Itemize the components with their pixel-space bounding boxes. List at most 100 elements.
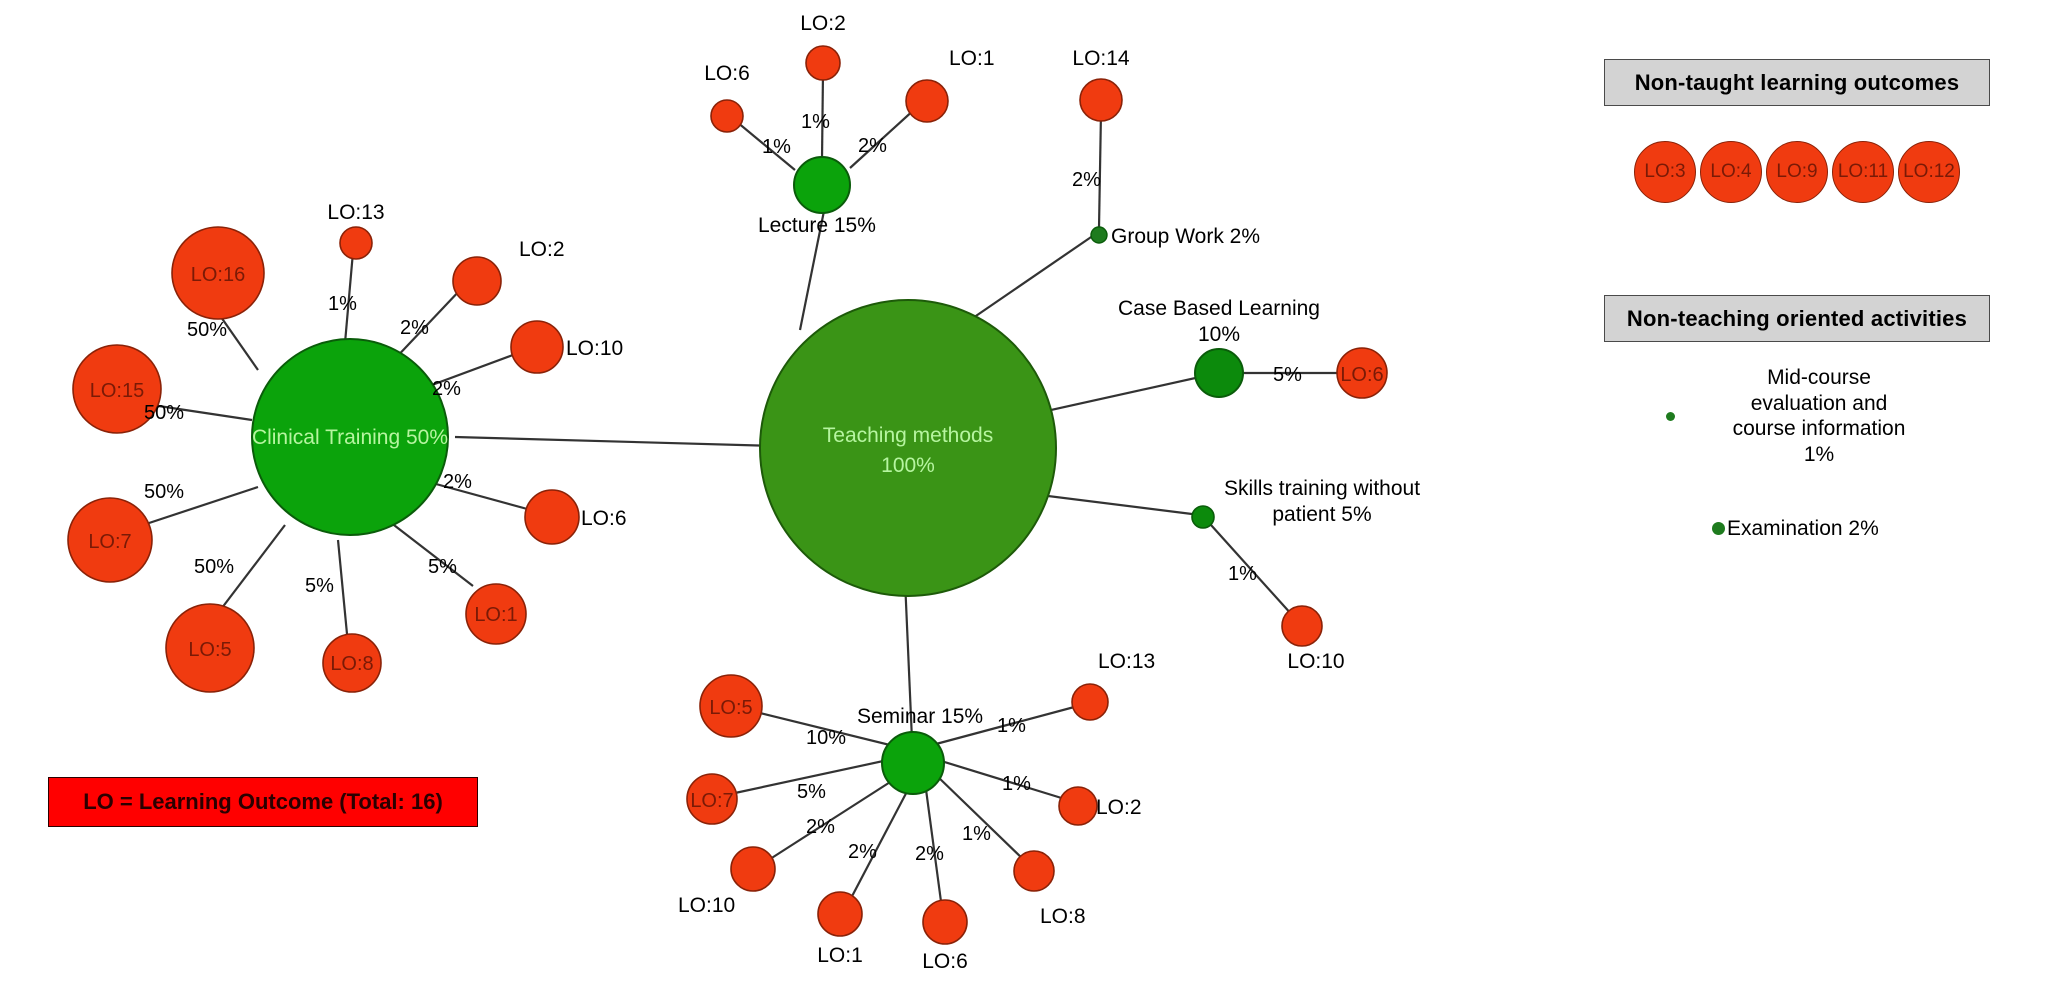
- edge-center-lecture: [798, 205, 827, 331]
- lo-node-seminar-lo8[interactable]: [1013, 850, 1055, 892]
- edge-skills-lo10: [1210, 524, 1294, 617]
- case-based-learning-label-line2: 10%: [1198, 323, 1240, 346]
- lo-node-clinical-lo6[interactable]: [524, 489, 580, 545]
- activity-mid-course-evaluation-label: Mid-course evaluation and course informa…: [1679, 365, 1959, 467]
- lo-node-clinical-lo2[interactable]: [452, 256, 502, 306]
- lo-text-clinical-lo16: LO:16: [191, 264, 245, 286]
- non-taught-bubble-lo4[interactable]: LO:4: [1700, 141, 1762, 203]
- lo-node-lecture-lo1[interactable]: [905, 79, 949, 123]
- pct-clinical-lo6: 2%: [443, 471, 472, 493]
- lo-node-skills-lo10[interactable]: [1281, 605, 1323, 647]
- non-taught-bubble-lo9-label: LO:9: [1776, 161, 1818, 182]
- pct-lecture-lo1: 2%: [858, 135, 887, 157]
- case-based-learning-label-line1: Case Based Learning: [1118, 297, 1320, 320]
- lo-node-group: [67, 45, 1388, 945]
- pct-seminar-lo8: 1%: [962, 823, 991, 845]
- lo-node-lecture-lo6[interactable]: [710, 99, 744, 133]
- lo-outer-label-group: LO:13 LO:2 LO:10 LO:6 LO:6 LO:2 LO:1 LO:…: [327, 12, 1344, 973]
- pct-clinical-lo1: 5%: [428, 556, 457, 578]
- node-case-based-learning[interactable]: [1194, 348, 1244, 398]
- lo-node-lecture-lo2[interactable]: [805, 45, 841, 81]
- lo-node-groupwork-lo14[interactable]: [1079, 78, 1123, 122]
- activity-mid-course-evaluation[interactable]: Mid-course evaluation and course informa…: [1666, 365, 1966, 467]
- edge-seminar-lo13: [935, 704, 1079, 746]
- lo-node-seminar-lo10[interactable]: [730, 846, 776, 892]
- non-taught-bubble-lo3[interactable]: LO:3: [1634, 141, 1696, 203]
- act-mid-line2: evaluation and: [1750, 391, 1888, 415]
- non-taught-bubble-lo11[interactable]: LO:11: [1832, 141, 1894, 203]
- pct-seminar-lo1: 2%: [848, 841, 877, 863]
- lo-node-seminar-lo7[interactable]: [686, 773, 738, 825]
- edge-clinical-lo15: [151, 403, 253, 422]
- activity-examination-label: Examination 2%: [1727, 517, 1879, 540]
- edge-group: [139, 71, 1341, 910]
- lo-label-clinical-lo6: LO:6: [581, 507, 627, 530]
- non-taught-bubble-lo4-label: LO:4: [1710, 161, 1752, 182]
- lo-inner-text-group: LO:16 LO:15 LO:7 LO:5 LO:8 LO:1 LO:6 LO:…: [88, 264, 1383, 812]
- node-clinical-training[interactable]: [251, 338, 449, 536]
- non-taught-bubble-lo11-label: LO:11: [1837, 161, 1889, 182]
- lo-text-clinical-lo5: LO:5: [188, 639, 231, 661]
- edge-clinical-lo2: [389, 287, 463, 365]
- activity-examination[interactable]: Examination 2%: [1712, 516, 1879, 542]
- pct-seminar-lo7: 5%: [797, 781, 826, 803]
- lo-node-seminar-lo1[interactable]: [817, 891, 863, 937]
- edge-seminar-lo6: [923, 781, 944, 910]
- node-seminar[interactable]: [881, 731, 945, 795]
- pct-cbl-lo6: 5%: [1273, 364, 1302, 386]
- edge-seminar-lo2: [937, 758, 1069, 802]
- lo-label-lecture-lo1: LO:1: [949, 47, 995, 70]
- act-mid-line1: Mid-course: [1767, 366, 1871, 389]
- node-lecture[interactable]: [793, 156, 851, 214]
- lo-label-lecture-lo2: LO:2: [800, 12, 846, 35]
- lo-node-clinical-lo7[interactable]: [67, 497, 153, 583]
- pct-clinical-lo7: 50%: [144, 481, 184, 503]
- edge-center-groupwork: [969, 232, 1098, 321]
- green-dot-icon: [1666, 411, 1675, 421]
- lo-node-seminar-lo6[interactable]: [922, 899, 968, 945]
- seminar-label: Seminar 15%: [857, 705, 983, 728]
- panel-non-teaching-header: Non-teaching oriented activities: [1604, 295, 1990, 342]
- lo-node-seminar-lo5[interactable]: [699, 674, 763, 738]
- edge-groupwork-lo14: [1097, 111, 1103, 229]
- lo-label-clinical-lo13: LO:13: [327, 201, 384, 224]
- lo-node-cbl-lo6[interactable]: [1336, 347, 1388, 399]
- lo-label-seminar-lo8: LO:8: [1040, 905, 1086, 928]
- lo-label-skills-lo10: LO:10: [1287, 650, 1344, 673]
- lo-text-clinical-lo1: LO:1: [474, 604, 517, 626]
- pct-seminar-lo6: 2%: [915, 843, 944, 865]
- lo-node-clinical-lo15[interactable]: [72, 344, 162, 434]
- node-group-work[interactable]: [1090, 226, 1108, 244]
- lo-node-clinical-lo8[interactable]: [322, 633, 382, 693]
- edge-percent-group: 50% 50% 50% 50% 5% 5% 2% 2% 2% 1% 1% 1% …: [144, 111, 1302, 865]
- lo-node-seminar-lo2[interactable]: [1058, 786, 1098, 826]
- lecture-label: Lecture 15%: [758, 214, 876, 237]
- non-taught-bubble-lo12[interactable]: LO:12: [1898, 141, 1960, 203]
- lo-node-clinical-lo10[interactable]: [510, 320, 564, 374]
- lo-node-seminar-lo13[interactable]: [1071, 683, 1109, 721]
- pct-clinical-lo15: 50%: [144, 402, 184, 424]
- node-teaching-methods[interactable]: [759, 299, 1057, 597]
- edge-center-seminar: [903, 579, 914, 741]
- pct-clinical-lo2: 2%: [400, 317, 429, 339]
- lo-text-seminar-lo7: LO:7: [690, 790, 733, 812]
- edge-seminar-lo8: [935, 774, 1027, 863]
- node-skills-training[interactable]: [1191, 505, 1215, 529]
- non-taught-bubble-lo9[interactable]: LO:9: [1766, 141, 1828, 203]
- lo-text-clinical-lo7: LO:7: [88, 531, 131, 553]
- lo-node-clinical-lo5[interactable]: [165, 603, 255, 693]
- lo-label-clinical-lo10: LO:10: [566, 337, 623, 360]
- lo-node-clinical-lo16[interactable]: [171, 226, 265, 320]
- legend-lo-key: LO = Learning Outcome (Total: 16): [48, 777, 478, 827]
- panel-non-taught-header: Non-taught learning outcomes: [1604, 59, 1990, 106]
- lo-node-clinical-lo13[interactable]: [339, 226, 373, 260]
- edge-clinical-lo13: [343, 251, 355, 344]
- lo-text-clinical-lo15: LO:15: [90, 380, 144, 402]
- lo-label-seminar-lo1: LO:1: [817, 944, 863, 967]
- act-mid-line4: 1%: [1803, 442, 1835, 466]
- edge-lecture-lo1: [849, 107, 917, 169]
- pct-clinical-lo16: 50%: [187, 319, 227, 341]
- lo-node-clinical-lo1[interactable]: [465, 583, 527, 645]
